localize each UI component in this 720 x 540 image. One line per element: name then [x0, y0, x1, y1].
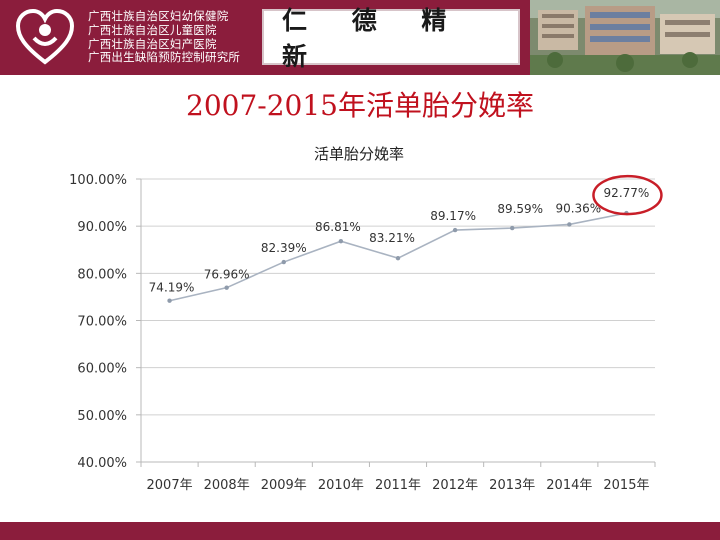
data-label: 74.19% — [149, 281, 195, 295]
data-point — [510, 225, 515, 231]
data-label: 89.17% — [430, 209, 476, 223]
y-tick-label: 80.00% — [77, 267, 127, 282]
slide-title: 2007-2015年活单胎分娩率 — [186, 89, 534, 122]
data-label: 82.39% — [261, 241, 307, 255]
y-tick-label: 50.00% — [77, 409, 127, 424]
x-tick-label: 2013年 — [489, 478, 535, 493]
y-tick-label: 90.00% — [77, 220, 127, 235]
x-tick-label: 2009年 — [261, 478, 307, 493]
campus-photo — [530, 0, 720, 75]
org-line: 广西壮族自治区妇产医院 — [88, 36, 217, 51]
motto-box: 仁 德 精 新 — [262, 6, 520, 71]
data-label: 76.96% — [204, 268, 250, 282]
x-tick-label: 2008年 — [204, 478, 250, 493]
highlight-circle — [592, 174, 663, 216]
org-line: 广西壮族自治区儿童医院 — [88, 22, 217, 37]
organization-names: 广西壮族自治区妇幼保健院 广西壮族自治区儿童医院 广西壮族自治区妇产医院 广西出… — [88, 9, 258, 65]
data-label: 89.59% — [497, 202, 543, 216]
series-line-group — [167, 210, 629, 303]
y-axis: 40.00% 50.00% 60.00% 70.00% 80.00% 90.00% 100.… — [69, 173, 142, 471]
data-point — [452, 227, 458, 233]
data-label: 92.77% — [604, 186, 650, 200]
org-line: 广西出生缺陷预防控制研究所 — [88, 50, 241, 65]
data-point — [167, 298, 172, 303]
line-chart: 活单胎分娩率 40.00% 50.00% 60.00% 70.00% 80.00% 90.… — [69, 145, 663, 493]
data-label-group: 74.19% 76.96% 82.39% 86.81% 83.21% 89.17% 89.5… — [149, 186, 650, 295]
y-tick-label: 40.00% — [77, 456, 127, 471]
x-tick-label: 2015年 — [603, 478, 649, 493]
org-line: 广西壮族自治区妇幼保健院 — [88, 9, 229, 23]
x-tick-label: 2007年 — [147, 478, 193, 493]
data-point — [395, 255, 401, 261]
data-point — [281, 259, 286, 265]
data-label: 90.36% — [555, 201, 601, 215]
x-tick-label: 2010年 — [318, 478, 364, 493]
y-tick-label: 60.00% — [77, 362, 127, 377]
data-label: 86.81% — [315, 220, 361, 234]
y-tick-label: 100.00% — [69, 173, 127, 188]
header-banner: 广西壮族自治区妇幼保健院 广西壮族自治区儿童医院 广西壮族自治区妇产医院 广西出… — [0, 0, 720, 75]
data-point — [567, 222, 572, 227]
chart-gridlines — [141, 178, 655, 463]
footer-bar — [0, 522, 720, 540]
data-label: 83.21% — [369, 231, 415, 245]
data-point — [338, 239, 344, 244]
x-tick-label: 2011年 — [375, 478, 421, 493]
data-point — [224, 285, 229, 290]
motto-text: 仁 德 精 新 — [282, 6, 465, 71]
x-tick-label: 2014年 — [546, 478, 592, 493]
x-axis: 2007年 2008年 2009年 2010年 2011年 2012年 2013年 2014年… — [140, 462, 656, 493]
hospital-logo-icon — [15, 8, 75, 65]
x-tick-label: 2012年 — [432, 478, 478, 493]
y-tick-label: 70.00% — [77, 315, 127, 330]
chart-title: 活单胎分娩率 — [314, 145, 404, 163]
highlight-group — [592, 174, 663, 216]
